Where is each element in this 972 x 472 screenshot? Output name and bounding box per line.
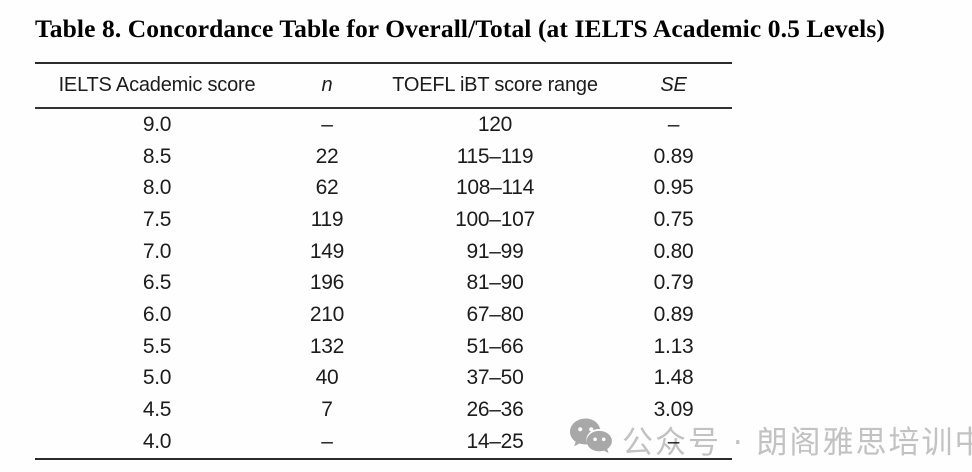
table-row: 7.5 119 100–107 0.75 xyxy=(35,204,732,236)
table-row: 5.0 40 37–50 1.48 xyxy=(35,363,732,395)
cell-n: 62 xyxy=(315,176,339,200)
cell-n: 210 xyxy=(309,302,345,326)
cell-ielts-score: 6.0 xyxy=(142,302,172,326)
cell-n: 119 xyxy=(310,207,344,231)
table-row: 9.0 – 120 – xyxy=(35,108,732,141)
column-header-se: SE xyxy=(615,62,732,109)
table-header-row: IELTS Academic score n TOEFL iBT score r… xyxy=(35,62,732,109)
cell-n: – xyxy=(279,425,375,460)
table-title: Table 8. Concordance Table for Overall/T… xyxy=(35,14,885,43)
cell-toefl-range: 26–36 xyxy=(466,398,524,422)
cell-se: 3.09 xyxy=(653,398,694,422)
column-header-n: n xyxy=(279,62,375,109)
cell-ielts-score: 4.5 xyxy=(142,398,172,422)
cell-toefl-range: 115–119 xyxy=(456,144,534,168)
cell-se: – xyxy=(667,112,680,136)
cell-toefl-range: 67–80 xyxy=(466,302,524,326)
cell-n: 196 xyxy=(309,271,345,295)
cell-se: – xyxy=(615,425,732,460)
table-row: 4.5 7 26–36 3.09 xyxy=(35,394,732,426)
cell-ielts-score: 7.0 xyxy=(142,239,172,263)
table-body: 9.0 – 120 – 8.5 22 115–119 0.89 8.0 62 108–114 0.95… xyxy=(35,108,732,460)
table-row: 5.5 132 51–66 1.13 xyxy=(35,331,732,363)
cell-ielts-score: 8.5 xyxy=(142,144,172,168)
cell-ielts-score: 7.5 xyxy=(142,207,172,231)
cell-n: 149 xyxy=(309,239,345,263)
column-header-ielts-score: IELTS Academic score xyxy=(35,62,279,109)
cell-se: 0.95 xyxy=(653,176,694,200)
table-row: 8.0 62 108–114 0.95 xyxy=(35,172,732,204)
cell-toefl-range: 108–114 xyxy=(455,176,535,200)
cell-n: 40 xyxy=(315,366,339,390)
cell-n: 22 xyxy=(315,144,339,168)
cell-toefl-range: 81–90 xyxy=(466,271,524,295)
cell-se: 0.80 xyxy=(653,239,694,263)
concordance-table: IELTS Academic score n TOEFL iBT score r… xyxy=(35,62,732,460)
cell-se: 0.89 xyxy=(653,144,694,168)
cell-toefl-range: 120 xyxy=(477,112,513,136)
cell-toefl-range: 51–66 xyxy=(466,334,524,358)
cell-ielts-score: 5.5 xyxy=(142,334,172,358)
cell-se: 1.13 xyxy=(653,334,694,358)
table-row: 8.5 22 115–119 0.89 xyxy=(35,141,732,173)
cell-se: 0.75 xyxy=(653,207,694,231)
cell-toefl-range: 37–50 xyxy=(466,366,524,390)
table-row: 7.0 149 91–99 0.80 xyxy=(35,236,732,268)
cell-se: 0.89 xyxy=(653,302,694,326)
cell-toefl-range: 14–25 xyxy=(375,425,615,460)
table-row: 4.0–14–25– xyxy=(35,425,732,460)
cell-se: 1.48 xyxy=(653,366,694,390)
cell-n: 7 xyxy=(321,398,333,422)
cell-n: 132 xyxy=(309,334,345,358)
cell-ielts-score: 4.0 xyxy=(35,425,279,460)
cell-toefl-range: 100–107 xyxy=(455,207,535,231)
table-header: IELTS Academic score n TOEFL iBT score r… xyxy=(35,62,732,109)
cell-ielts-score: 8.0 xyxy=(142,176,172,200)
cell-ielts-score: 6.5 xyxy=(142,271,172,295)
cell-ielts-score: 5.0 xyxy=(142,366,172,390)
cell-n: – xyxy=(321,112,333,136)
column-header-toefl-range: TOEFL iBT score range xyxy=(375,62,615,109)
table-row: 6.5 196 81–90 0.79 xyxy=(35,267,732,299)
cell-toefl-range: 91–99 xyxy=(466,239,524,263)
cell-ielts-score: 9.0 xyxy=(142,112,172,136)
cell-se: 0.79 xyxy=(653,271,694,295)
table-row: 6.0 210 67–80 0.89 xyxy=(35,299,732,331)
